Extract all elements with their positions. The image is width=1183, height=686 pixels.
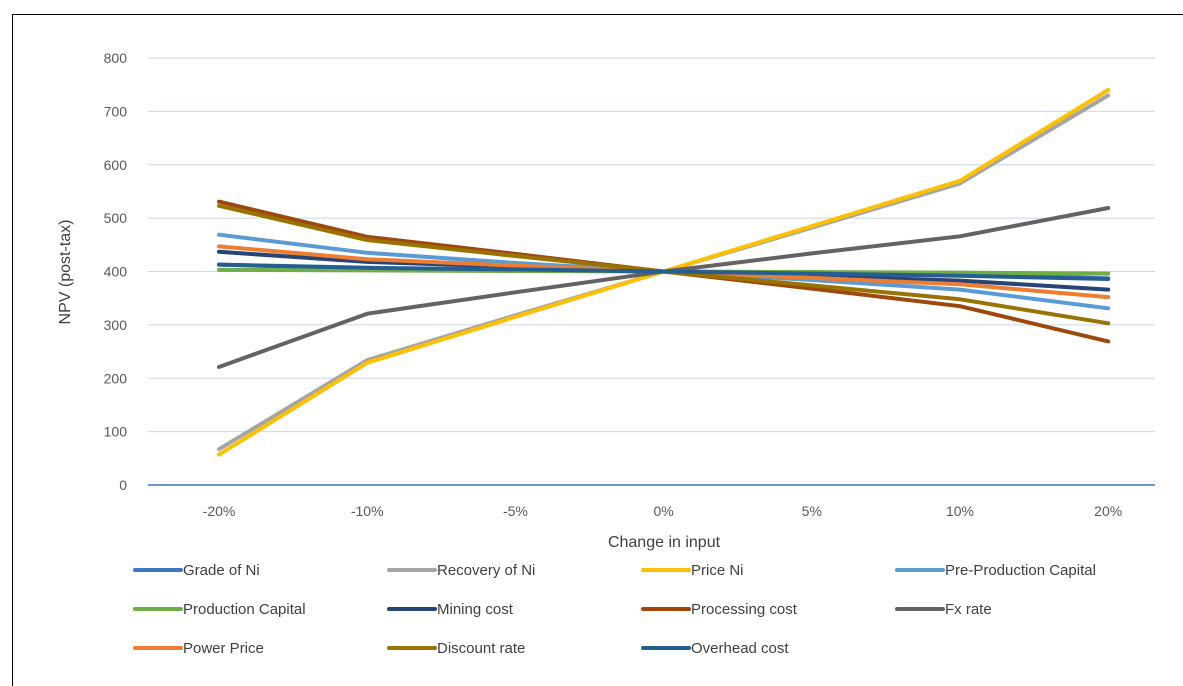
legend-item-discount-rate: Discount rate	[387, 640, 525, 657]
y-axis-title: NPV (post-tax)	[57, 220, 74, 325]
legend-item-price-ni: Price Ni	[641, 562, 744, 579]
legend-label: Price Ni	[691, 562, 744, 579]
x-tick-label: -20%	[203, 503, 236, 519]
series-line-discount-rate	[217, 203, 1111, 326]
x-tick-label: 20%	[1094, 503, 1122, 519]
legend-label: Processing cost	[691, 601, 798, 618]
legend-item-pre-production-capital: Pre-Production Capital	[895, 562, 1096, 579]
legend-label: Mining cost	[437, 601, 514, 618]
legend-item-recovery-of-ni: Recovery of Ni	[387, 562, 535, 579]
legend-item-production-capital: Production Capital	[133, 601, 306, 618]
legend-item-power-price: Power Price	[133, 640, 264, 657]
y-tick-label: 600	[104, 157, 128, 173]
y-tick-label: 0	[119, 477, 127, 493]
chart-frame	[12, 14, 1183, 686]
x-axis-title: Change in input	[608, 534, 721, 551]
legend-item-mining-cost: Mining cost	[387, 601, 514, 618]
x-tick-label: -10%	[351, 503, 384, 519]
x-tick-label: -5%	[503, 503, 528, 519]
legend-label: Grade of Ni	[183, 562, 260, 579]
legend-label: Overhead cost	[691, 640, 789, 657]
y-axis-ticks: 0 100 200 300 400 500 600 700 800	[104, 50, 128, 493]
legend-label: Recovery of Ni	[437, 562, 535, 579]
y-tick-label: 700	[104, 103, 128, 119]
legend-label: Production Capital	[183, 601, 306, 618]
legend-label: Power Price	[183, 640, 264, 657]
x-tick-label: 5%	[802, 503, 822, 519]
legend: Grade of Ni Recovery of Ni Price Ni Pre-Pro…	[133, 562, 1096, 657]
legend-label: Fx rate	[945, 601, 992, 618]
y-tick-label: 300	[104, 317, 128, 333]
legend-label: Pre-Production Capital	[945, 562, 1096, 579]
y-tick-label: 100	[104, 424, 128, 440]
legend-item-overhead-cost: Overhead cost	[641, 640, 789, 657]
legend-item-processing-cost: Processing cost	[641, 601, 798, 618]
legend-item-grade-of-ni: Grade of Ni	[133, 562, 260, 579]
y-tick-label: 200	[104, 370, 128, 386]
x-axis-ticks: -20% -10% -5% 0% 5% 10% 20%	[203, 503, 1123, 519]
y-tick-label: 500	[104, 210, 128, 226]
series-line-overhead-cost	[217, 262, 1111, 281]
legend-item-fx-rate: Fx rate	[895, 601, 992, 618]
series-lines	[217, 88, 1111, 457]
y-tick-label: 400	[104, 264, 128, 280]
x-tick-label: 0%	[653, 503, 673, 519]
x-tick-label: 10%	[946, 503, 974, 519]
y-tick-label: 800	[104, 50, 128, 66]
legend-label: Discount rate	[437, 640, 525, 657]
